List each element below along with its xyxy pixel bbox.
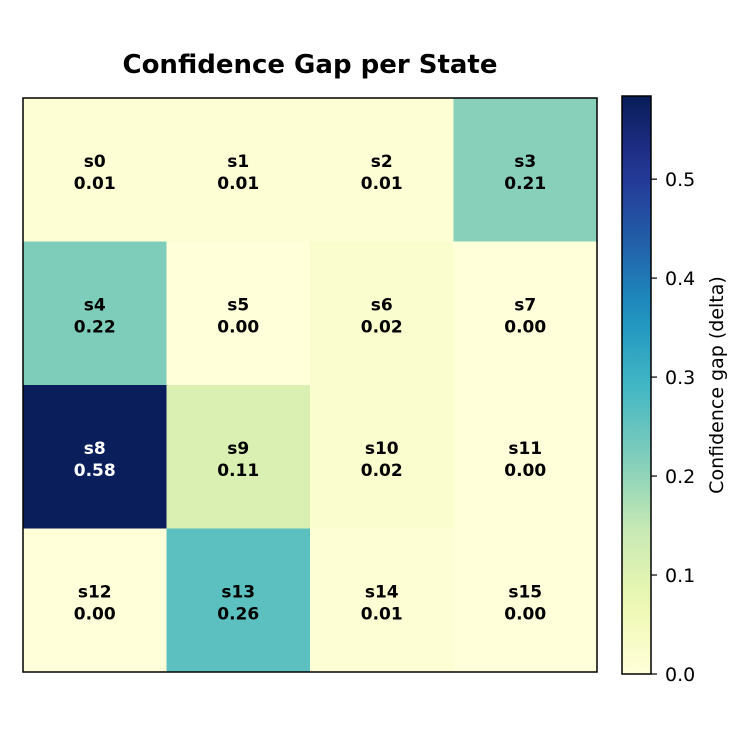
cell-label: s2	[371, 152, 393, 172]
cell-label: s13	[221, 582, 255, 602]
heatmap-cell-s5	[166, 241, 311, 386]
cell-label: s3	[514, 152, 536, 172]
cell-value: 0.21	[504, 174, 546, 194]
colorbar-tick-label: 0.0	[665, 664, 695, 686]
cell-label: s4	[84, 295, 106, 315]
cell-value: 0.00	[74, 604, 116, 624]
heatmap-cell-s2	[310, 98, 454, 242]
heatmap-cell-s13	[166, 528, 311, 673]
colorbar-tick-label: 0.3	[665, 367, 695, 389]
cell-label: s0	[84, 152, 106, 172]
colorbar-tick-label: 0.4	[665, 268, 695, 290]
cell-label: s14	[365, 582, 399, 602]
cell-label: s11	[508, 439, 542, 459]
cell-label: s15	[508, 582, 542, 602]
cell-label: s12	[78, 582, 112, 602]
heatmap-frame	[22, 97, 598, 673]
cell-value: 0.11	[217, 461, 259, 481]
cell-value: 0.01	[74, 174, 116, 194]
cell-label: s9	[227, 439, 249, 459]
cell-value: 0.00	[217, 317, 259, 337]
cell-label: s1	[227, 152, 249, 172]
chart-title: Confidence Gap per State	[122, 50, 498, 80]
heatmap-cell-s9	[166, 385, 311, 529]
heatmap-cell-s3	[453, 98, 598, 242]
cell-value: 0.00	[504, 604, 546, 624]
heatmap-cell-s14	[310, 528, 454, 673]
colorbar: 0.0 0.1 0.2 0.3 0.4 0.5	[621, 95, 695, 686]
heatmap-cell-s8	[23, 385, 167, 529]
cell-value: 0.02	[361, 461, 403, 481]
colorbar-label: Confidence gap (delta)	[706, 276, 728, 494]
heatmap-cell-s0	[23, 98, 167, 242]
cell-value: 0.01	[217, 174, 259, 194]
cell-value: 0.22	[74, 317, 116, 337]
heatmap-cell-s11	[453, 385, 598, 529]
heatmap-cells: s00.01s10.01s20.01s30.21s40.22s50.00s60.…	[23, 98, 598, 673]
cell-label: s10	[365, 439, 399, 459]
colorbar-tick-label: 0.2	[665, 466, 695, 488]
cell-label: s7	[514, 295, 536, 315]
cell-value: 0.26	[217, 604, 259, 624]
cell-label: s5	[227, 295, 249, 315]
cell-label: s8	[84, 439, 106, 459]
cell-value: 0.01	[361, 174, 403, 194]
cell-label: s6	[371, 295, 393, 315]
cell-value: 0.01	[361, 604, 403, 624]
heatmap-cell-s6	[310, 241, 454, 386]
cell-value: 0.02	[361, 317, 403, 337]
heatmap-cell-s12	[23, 528, 167, 673]
heatmap-cell-s1	[166, 98, 311, 242]
heatmap-cell-s7	[453, 241, 598, 386]
heatmap-cell-s4	[23, 241, 167, 386]
colorbar-gradient	[621, 95, 652, 675]
cell-value: 0.00	[504, 461, 546, 481]
cell-value: 0.00	[504, 317, 546, 337]
heatmap-cell-s15	[453, 528, 598, 673]
colorbar-tick-label: 0.5	[665, 169, 695, 191]
cell-value: 0.58	[74, 461, 116, 481]
heatmap-cell-s10	[310, 385, 454, 529]
colorbar-tick-label: 0.1	[665, 565, 695, 587]
